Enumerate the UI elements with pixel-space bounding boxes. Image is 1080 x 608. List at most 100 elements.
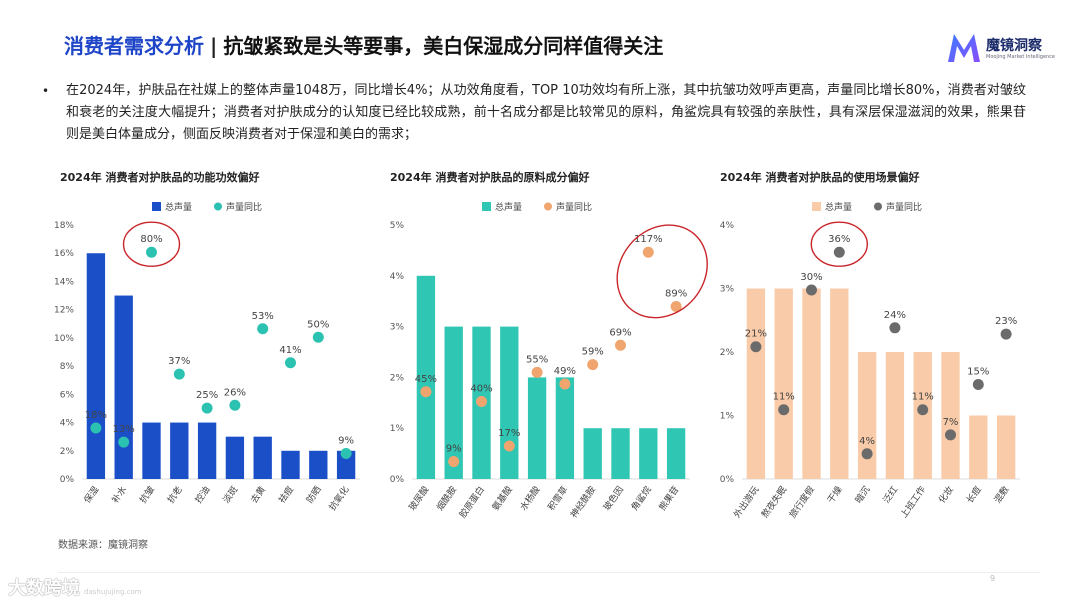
yoy-dot	[587, 359, 599, 371]
yoy-data-label: 40%	[470, 383, 492, 394]
yoy-data-label: 18%	[85, 410, 107, 421]
summary-paragraph: 在2024年，护肤品在社媒上的整体声量1048万，同比增长4%；从功效角度看，T…	[66, 83, 1026, 142]
bar	[830, 288, 849, 479]
x-tick-label: 水杨酸	[517, 484, 542, 513]
x-tick-label: 熊果苷	[656, 484, 681, 513]
legend-swatch-volume	[812, 202, 821, 211]
x-tick-label: 抗氧化	[326, 484, 351, 513]
yoy-data-label: 80%	[140, 234, 162, 245]
bar	[941, 352, 960, 479]
yoy-dot	[476, 395, 487, 407]
yoy-dot	[642, 246, 654, 258]
x-tick-label: 控油	[192, 484, 212, 506]
bar	[555, 377, 575, 479]
bar	[142, 422, 161, 479]
y-tick-label: 4%	[390, 272, 405, 282]
bar	[639, 428, 658, 479]
yoy-dot	[778, 404, 790, 416]
yoy-data-label: 4%	[859, 436, 875, 447]
x-tick-label: 淡斑	[220, 484, 240, 506]
legend-swatch-volume	[152, 202, 161, 211]
y-tick-label: 4%	[720, 221, 735, 231]
bar	[500, 326, 519, 479]
x-tick-label: 保湿	[81, 484, 101, 506]
bar	[170, 422, 189, 479]
title-separator: |	[210, 34, 218, 58]
y-tick-label: 0%	[720, 475, 735, 485]
footer-divider	[58, 572, 1040, 573]
yoy-data-label: 41%	[279, 345, 301, 356]
yoy-dot	[118, 436, 130, 448]
yoy-data-label: 11%	[912, 392, 934, 403]
yoy-dot	[750, 341, 762, 353]
y-tick-label: 3%	[720, 285, 735, 295]
x-tick-label: 烟酰胺	[434, 484, 459, 513]
yoy-dot	[670, 300, 682, 312]
y-tick-label: 2%	[720, 348, 735, 358]
x-tick-label: 暗沉	[852, 484, 872, 506]
bar	[611, 428, 630, 479]
yoy-data-label: 55%	[526, 354, 548, 365]
title-accent: 消费者需求分析	[64, 34, 204, 58]
legend-label-volume: 总声量	[825, 201, 852, 213]
yoy-data-label: 30%	[800, 272, 822, 283]
legend-label-yoy: 声量同比	[556, 201, 592, 213]
x-tick-label: 防晒	[304, 484, 324, 506]
yoy-dot	[201, 402, 213, 414]
yoy-data-label: 59%	[582, 347, 604, 358]
yoy-data-label: 23%	[995, 316, 1017, 327]
yoy-data-label: 13%	[113, 424, 135, 435]
bar	[309, 450, 328, 479]
x-tick-label: 化妆	[936, 484, 956, 506]
watermark-text: 大数跨境	[8, 578, 80, 599]
logo-subtitle: Moojing Market Intelligence	[986, 54, 1056, 60]
chart-title: 2024年 消费者对护肤品的功能功效偏好	[60, 170, 259, 184]
chart-title: 2024年 消费者对护肤品的使用场景偏好	[720, 170, 919, 184]
x-tick-label: 玻尿酸	[406, 484, 431, 513]
yoy-dot	[1000, 328, 1012, 340]
x-tick-label: 玻色因	[601, 484, 626, 513]
bar	[416, 275, 436, 479]
y-tick-label: 4%	[60, 419, 75, 429]
highlight-circle	[616, 224, 708, 319]
yoy-data-label: 89%	[665, 288, 687, 299]
watermark: 大数跨境 dashujujing.com	[8, 574, 142, 600]
legend-label-yoy: 声量同比	[226, 201, 262, 213]
yoy-dot	[503, 440, 515, 452]
yoy-dot	[146, 246, 157, 258]
yoy-data-label: 21%	[745, 329, 767, 340]
bullet-marker: •	[42, 84, 50, 98]
title-rest: 抗皱紧致是头等要事，美白保湿成分同样值得关注	[223, 34, 664, 58]
x-tick-label: 混敷	[991, 484, 1011, 506]
bar	[253, 436, 272, 479]
legend-swatch-yoy	[544, 202, 552, 211]
highlight-circle	[810, 221, 869, 267]
highlight-circle	[122, 221, 181, 267]
bar	[527, 377, 547, 479]
x-tick-label: 去黄	[248, 484, 268, 506]
y-tick-label: 14%	[54, 277, 74, 287]
yoy-dot	[917, 404, 929, 416]
y-tick-label: 8%	[60, 362, 75, 372]
bar	[913, 352, 932, 479]
y-tick-label: 10%	[54, 334, 74, 344]
yoy-dot	[972, 379, 984, 391]
bar	[197, 422, 217, 479]
yoy-data-label: 117%	[634, 234, 663, 245]
bar	[666, 428, 686, 479]
yoy-dot	[945, 429, 956, 441]
legend-swatch-yoy	[214, 202, 222, 211]
logo-name: 魔镜洞察	[986, 38, 1042, 54]
legend-swatch-volume	[482, 202, 491, 211]
yoy-dot	[806, 284, 817, 296]
yoy-data-label: 49%	[554, 366, 576, 377]
yoy-dot	[833, 246, 845, 258]
moojing-logo-icon	[948, 34, 980, 62]
y-tick-label: 5%	[390, 221, 405, 231]
yoy-data-label: 7%	[943, 417, 959, 428]
yoy-data-label: 69%	[609, 327, 631, 338]
y-tick-label: 0%	[390, 475, 405, 485]
yoy-dot	[531, 366, 543, 378]
